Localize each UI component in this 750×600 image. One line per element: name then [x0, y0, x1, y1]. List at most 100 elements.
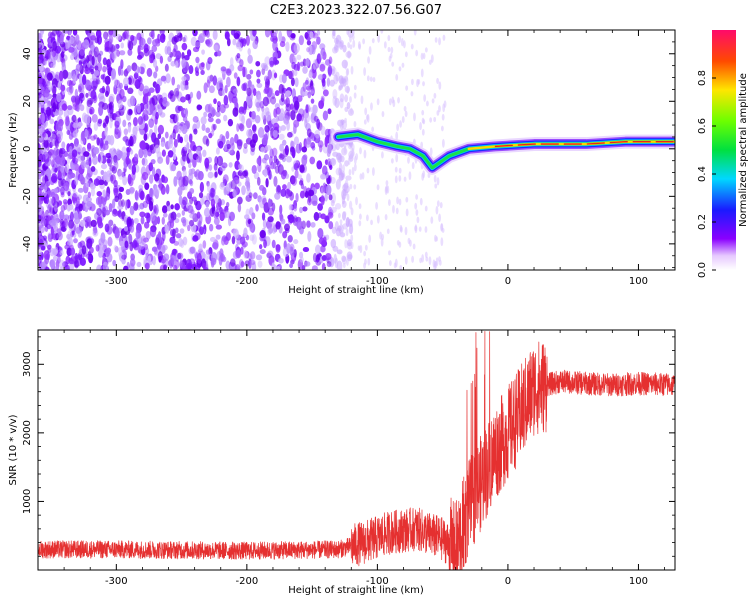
spectrogram-noise-blob	[241, 115, 246, 125]
spectrogram-faint-blob	[428, 59, 432, 65]
spectrogram-noise-blob	[133, 117, 138, 127]
spectrogram-noise	[38, 30, 447, 270]
spectrogram-noise-blob	[326, 261, 332, 268]
spectrogram-noise-blob	[143, 133, 148, 142]
spectrogram-noise-blob	[177, 186, 183, 197]
spectrogram-noise-blob	[56, 92, 62, 103]
spectrogram-noise-blob	[162, 96, 168, 104]
spectrogram-noise-blob	[249, 222, 254, 232]
spectrogram-noise-blob	[245, 34, 250, 46]
spectrogram-noise-blob	[334, 45, 339, 51]
spectrogram-noise-blob	[46, 244, 52, 250]
spectrogram-noise-blob	[93, 227, 98, 234]
spectrogram-noise-blob	[249, 259, 256, 266]
spectrogram-faint-blob	[415, 209, 419, 216]
spectrogram-noise-blob	[46, 106, 52, 117]
spectrogram-noise-blob	[162, 230, 166, 242]
spectrogram-faint-blob	[344, 182, 348, 190]
spectrogram-noise-blob	[336, 260, 343, 270]
spectrogram-noise-blob	[314, 182, 320, 190]
spectrogram-noise-blob	[238, 122, 244, 130]
spectrogram-noise-blob	[98, 249, 104, 257]
spectrogram-noise-blob	[74, 88, 78, 99]
spectrogram-noise-blob	[307, 91, 312, 99]
spectrogram-noise-blob	[119, 50, 126, 56]
spectrogram-noise-blob	[330, 206, 337, 213]
spectrogram-noise-blob	[84, 79, 92, 91]
spectrogram-noise-blob	[90, 166, 96, 172]
spectrogram-faint-blob	[348, 226, 352, 234]
spectrogram-faint-blob	[430, 54, 434, 63]
spectrogram-noise-blob	[305, 77, 310, 89]
spectrogram-noise-blob	[95, 244, 100, 252]
spectrogram-noise-blob	[253, 192, 258, 200]
spectrogram-noise-blob	[73, 238, 78, 244]
spectrogram-noise-blob	[206, 180, 210, 187]
spectrogram-noise-blob	[179, 136, 184, 144]
spectrogram-faint-blob	[410, 91, 414, 97]
spectrogram-noise-blob	[272, 129, 278, 139]
spectrogram-faint-blob	[380, 238, 384, 247]
spectrogram-noise-blob	[183, 84, 190, 91]
spectrogram-faint-blob	[345, 76, 349, 86]
spectrogram-noise-blob	[243, 142, 248, 149]
spectrogram-faint-blob	[380, 30, 384, 34]
spectrogram-faint-blob	[366, 167, 370, 174]
spectrogram-noise-blob	[52, 150, 57, 161]
spectrogram-faint-blob	[367, 257, 371, 266]
spectrogram-noise-blob	[280, 125, 287, 131]
spectrogram-noise-blob	[54, 71, 61, 81]
spectrogram-noise-blob	[151, 95, 158, 106]
spectrogram-noise-blob	[67, 170, 74, 180]
spectrogram-noise-blob	[321, 78, 326, 87]
spectrogram-noise-blob	[309, 31, 314, 39]
spectrogram-noise-blob	[165, 155, 170, 165]
spectrogram-noise-blob	[80, 131, 85, 142]
spectrogram-noise-blob	[76, 104, 80, 112]
spectrogram-faint-blob	[350, 241, 354, 250]
spectrogram-noise-blob	[191, 263, 197, 270]
spectrogram-faint-blob	[353, 163, 357, 172]
spectrogram-noise-blob	[181, 51, 185, 60]
spectrogram-noise-blob	[322, 236, 327, 246]
spectrogram-noise-blob	[153, 205, 157, 215]
spectrogram-noise-blob	[70, 247, 76, 256]
spectrogram-frame	[37, 29, 676, 271]
spectrogram-noise-blob	[336, 249, 343, 255]
spectrogram-noise-blob	[284, 145, 289, 156]
spectrogram-noise-blob	[311, 44, 316, 55]
spectrogram-noise-blob	[202, 262, 207, 270]
spectrogram-noise-blob	[102, 189, 107, 198]
spectrogram-noise-blob	[124, 30, 130, 40]
spectrogram-noise-blob	[317, 227, 324, 239]
spectrogram-noise-blob	[271, 239, 276, 249]
spectrogram-noise-blob	[292, 55, 297, 64]
spectrogram-noise-blob	[108, 30, 114, 36]
spectrogram-noise-blob	[307, 189, 315, 197]
spectrogram-noise-blob	[195, 41, 201, 48]
spectrogram-noise-blob	[202, 240, 207, 249]
spectrogram-noise-blob	[249, 69, 254, 75]
spectrogram-noise-blob	[128, 40, 134, 51]
spectrogram-noise-blob	[44, 49, 51, 60]
spectrogram-noise-blob	[114, 195, 120, 203]
spectrogram-noise-blob	[232, 88, 238, 94]
snr-frame	[37, 329, 676, 571]
spectrogram-noise-blob	[196, 146, 202, 156]
spectrogram-faint-blob	[433, 174, 437, 183]
spectrogram-faint-blob	[398, 35, 401, 44]
spectrogram-noise-blob	[262, 219, 267, 229]
spectrogram-noise-blob	[259, 230, 266, 239]
spectrogram-noise-blob	[271, 147, 278, 157]
spectrogram-noise-blob	[173, 264, 178, 270]
spectrogram-faint-blob	[375, 201, 378, 210]
spectrogram-noise-blob	[185, 93, 191, 101]
spectrogram-noise-blob	[341, 255, 347, 262]
spectrogram-noise-blob	[345, 51, 352, 58]
spectrogram-noise-blob	[213, 217, 220, 226]
spectrogram-noise-blob	[258, 244, 263, 250]
spectrogram-noise-blob	[184, 107, 189, 118]
spectrogram-noise-blob	[121, 146, 127, 157]
snr-x-axis-label: Height of straight line (km)	[288, 585, 424, 596]
spectrogram-noise-blob	[328, 56, 333, 65]
